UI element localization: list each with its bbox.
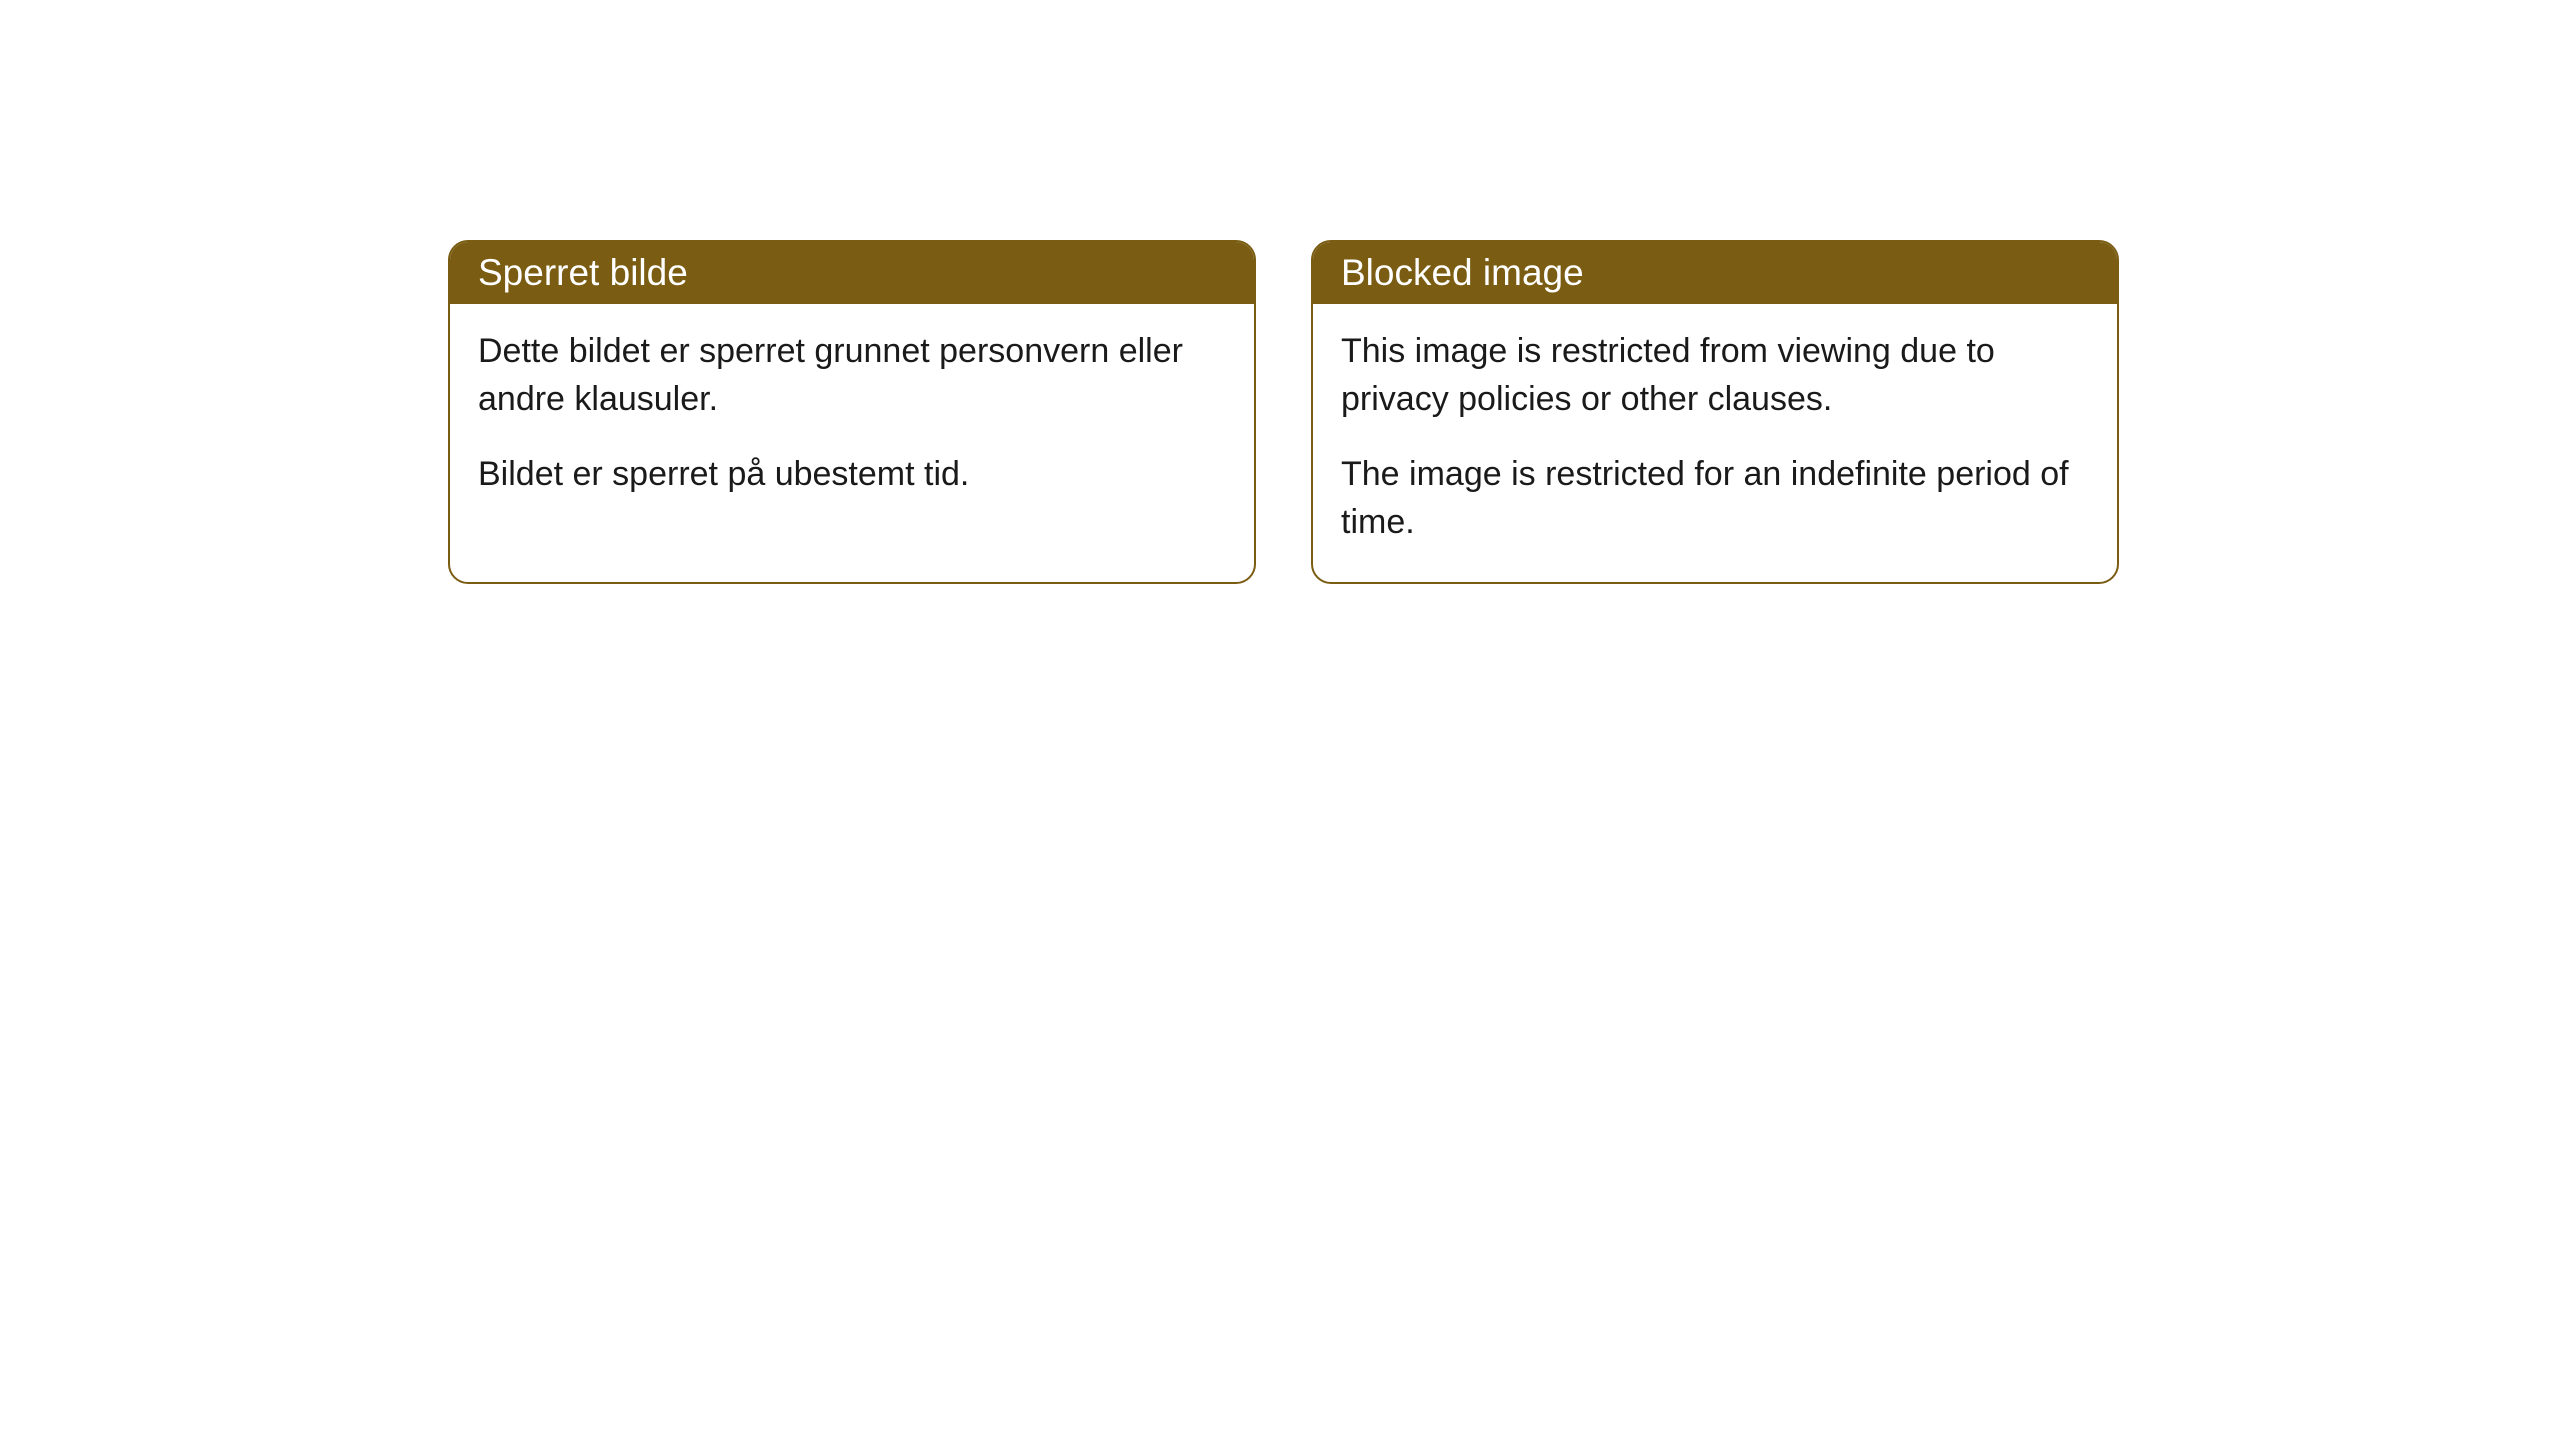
card-body: This image is restricted from viewing du… <box>1313 304 2117 582</box>
notice-card-norwegian: Sperret bilde Dette bildet er sperret gr… <box>448 240 1256 584</box>
card-paragraph: This image is restricted from viewing du… <box>1341 328 2089 423</box>
card-paragraph: Bildet er sperret på ubestemt tid. <box>478 451 1226 499</box>
notice-card-english: Blocked image This image is restricted f… <box>1311 240 2119 584</box>
card-header: Sperret bilde <box>450 242 1254 304</box>
notice-cards-container: Sperret bilde Dette bildet er sperret gr… <box>448 240 2119 584</box>
card-paragraph: Dette bildet er sperret grunnet personve… <box>478 328 1226 423</box>
card-paragraph: The image is restricted for an indefinit… <box>1341 451 2089 546</box>
card-title: Sperret bilde <box>478 252 688 293</box>
card-title: Blocked image <box>1341 252 1584 293</box>
card-body: Dette bildet er sperret grunnet personve… <box>450 304 1254 535</box>
card-header: Blocked image <box>1313 242 2117 304</box>
